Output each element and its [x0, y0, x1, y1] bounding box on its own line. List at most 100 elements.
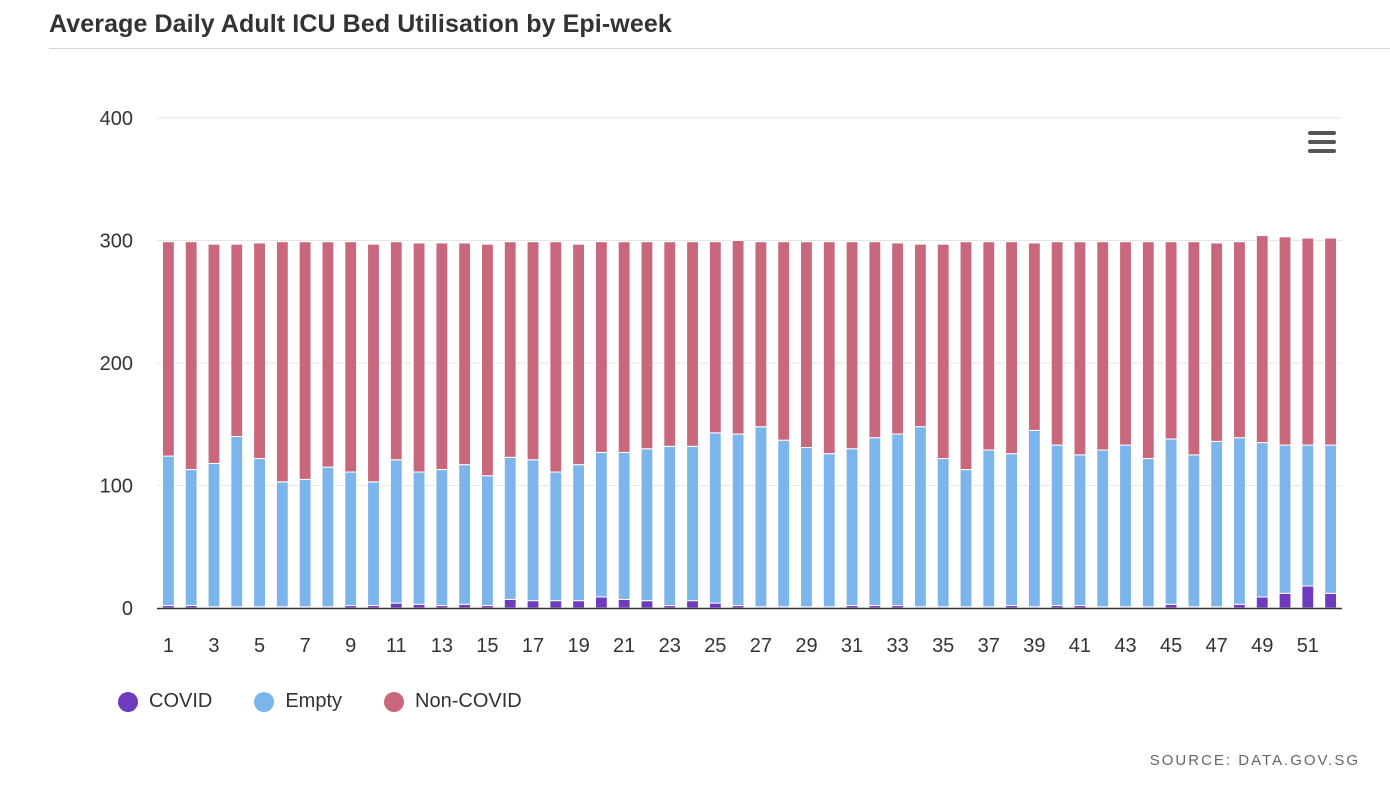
bar-empty-week-18[interactable]	[549, 471, 563, 602]
bar-empty-week-47[interactable]	[1210, 440, 1224, 608]
bar-empty-week-15[interactable]	[481, 475, 494, 607]
bar-empty-week-9[interactable]	[344, 471, 358, 607]
bar-empty-week-40[interactable]	[1050, 444, 1064, 607]
bar-non-covid-week-30[interactable]	[822, 241, 836, 455]
bar-empty-week-51[interactable]	[1301, 444, 1315, 587]
bar-non-covid-week-4[interactable]	[230, 243, 244, 437]
bar-empty-week-33[interactable]	[891, 433, 905, 607]
bar-non-covid-week-35[interactable]	[936, 243, 950, 460]
bar-empty-week-19[interactable]	[572, 464, 586, 602]
bar-non-covid-week-6[interactable]	[275, 241, 289, 483]
bar-non-covid-week-18[interactable]	[549, 241, 563, 473]
bar-empty-week-38[interactable]	[1005, 453, 1018, 607]
bar-non-covid-week-7[interactable]	[298, 241, 312, 480]
bar-non-covid-week-28[interactable]	[777, 241, 791, 441]
bar-non-covid-week-27[interactable]	[754, 241, 768, 428]
bar-empty-week-42[interactable]	[1096, 449, 1110, 608]
bar-non-covid-week-51[interactable]	[1301, 237, 1315, 446]
bar-covid-week-25[interactable]	[708, 602, 722, 609]
bar-empty-week-3[interactable]	[207, 462, 221, 608]
bar-non-covid-week-23[interactable]	[663, 241, 677, 447]
bar-empty-week-43[interactable]	[1119, 444, 1132, 608]
bar-covid-week-17[interactable]	[526, 600, 540, 609]
bar-empty-week-37[interactable]	[982, 449, 996, 608]
bar-empty-week-20[interactable]	[594, 451, 608, 598]
bar-empty-week-28[interactable]	[777, 439, 791, 608]
bar-empty-week-21[interactable]	[617, 451, 631, 600]
bar-empty-week-52[interactable]	[1324, 444, 1338, 594]
bar-covid-week-48[interactable]	[1233, 603, 1246, 609]
bar-empty-week-49[interactable]	[1255, 442, 1269, 598]
bar-empty-week-17[interactable]	[526, 459, 540, 602]
bar-non-covid-week-39[interactable]	[1027, 242, 1041, 431]
bar-non-covid-week-5[interactable]	[253, 242, 266, 460]
bar-non-covid-week-52[interactable]	[1324, 237, 1338, 446]
bar-non-covid-week-36[interactable]	[959, 241, 973, 471]
bar-covid-week-16[interactable]	[503, 598, 517, 609]
bar-empty-week-29[interactable]	[800, 447, 813, 608]
bar-empty-week-46[interactable]	[1187, 454, 1201, 608]
bar-non-covid-week-22[interactable]	[640, 241, 654, 450]
bar-non-covid-week-10[interactable]	[367, 243, 380, 483]
bar-non-covid-week-31[interactable]	[845, 241, 859, 450]
bar-covid-week-21[interactable]	[617, 598, 631, 609]
bar-covid-week-22[interactable]	[640, 600, 654, 609]
bar-covid-week-12[interactable]	[412, 603, 426, 609]
bar-non-covid-week-8[interactable]	[321, 241, 335, 468]
bar-empty-week-4[interactable]	[230, 436, 244, 608]
bar-non-covid-week-13[interactable]	[435, 242, 449, 471]
bar-non-covid-week-47[interactable]	[1210, 242, 1224, 442]
bar-non-covid-week-16[interactable]	[503, 241, 517, 458]
bar-empty-week-23[interactable]	[663, 445, 677, 607]
bar-empty-week-5[interactable]	[253, 458, 266, 608]
bar-empty-week-45[interactable]	[1164, 438, 1178, 605]
bar-empty-week-6[interactable]	[275, 481, 289, 608]
bar-non-covid-week-19[interactable]	[572, 243, 586, 466]
bar-non-covid-week-38[interactable]	[1005, 241, 1018, 455]
bar-non-covid-week-9[interactable]	[344, 241, 358, 473]
bar-non-covid-week-42[interactable]	[1096, 241, 1110, 451]
bar-empty-week-30[interactable]	[822, 453, 836, 608]
bar-non-covid-week-34[interactable]	[913, 243, 927, 428]
bar-non-covid-week-26[interactable]	[731, 240, 745, 435]
bar-empty-week-26[interactable]	[731, 433, 745, 607]
bar-empty-week-12[interactable]	[412, 471, 426, 605]
bar-non-covid-week-24[interactable]	[686, 241, 699, 447]
bar-empty-week-34[interactable]	[913, 426, 927, 608]
bar-covid-week-19[interactable]	[572, 600, 586, 609]
bar-empty-week-44[interactable]	[1141, 458, 1155, 608]
bar-empty-week-31[interactable]	[845, 448, 859, 607]
bar-empty-week-8[interactable]	[321, 466, 335, 608]
bar-non-covid-week-41[interactable]	[1073, 241, 1087, 456]
bar-empty-week-14[interactable]	[458, 464, 472, 605]
bar-non-covid-week-49[interactable]	[1255, 235, 1269, 444]
bar-covid-week-20[interactable]	[594, 596, 608, 609]
bar-covid-week-14[interactable]	[458, 603, 472, 609]
bar-empty-week-1[interactable]	[161, 455, 175, 607]
bar-covid-week-45[interactable]	[1164, 603, 1178, 609]
bar-non-covid-week-37[interactable]	[982, 241, 996, 451]
bar-covid-week-50[interactable]	[1278, 592, 1292, 609]
bar-non-covid-week-45[interactable]	[1164, 241, 1178, 440]
bar-covid-week-51[interactable]	[1301, 585, 1315, 609]
bar-non-covid-week-14[interactable]	[458, 242, 472, 466]
bar-empty-week-13[interactable]	[435, 469, 449, 607]
bar-empty-week-16[interactable]	[503, 456, 517, 600]
bar-empty-week-7[interactable]	[298, 478, 312, 608]
bar-non-covid-week-46[interactable]	[1187, 241, 1201, 456]
bar-empty-week-48[interactable]	[1233, 437, 1246, 605]
bar-covid-week-52[interactable]	[1324, 592, 1338, 609]
bar-non-covid-week-1[interactable]	[161, 241, 175, 457]
bar-non-covid-week-29[interactable]	[800, 241, 813, 449]
bar-non-covid-week-2[interactable]	[184, 241, 198, 471]
bar-non-covid-week-43[interactable]	[1119, 241, 1132, 446]
chart-menu-button[interactable]	[1302, 127, 1342, 159]
bar-empty-week-2[interactable]	[184, 469, 198, 607]
bar-covid-week-11[interactable]	[389, 602, 403, 609]
bar-empty-week-11[interactable]	[389, 459, 403, 604]
bar-non-covid-week-17[interactable]	[526, 241, 540, 461]
bar-empty-week-39[interactable]	[1027, 429, 1041, 608]
bar-non-covid-week-50[interactable]	[1278, 236, 1292, 446]
bar-non-covid-week-44[interactable]	[1141, 241, 1155, 460]
bar-empty-week-41[interactable]	[1073, 454, 1087, 607]
